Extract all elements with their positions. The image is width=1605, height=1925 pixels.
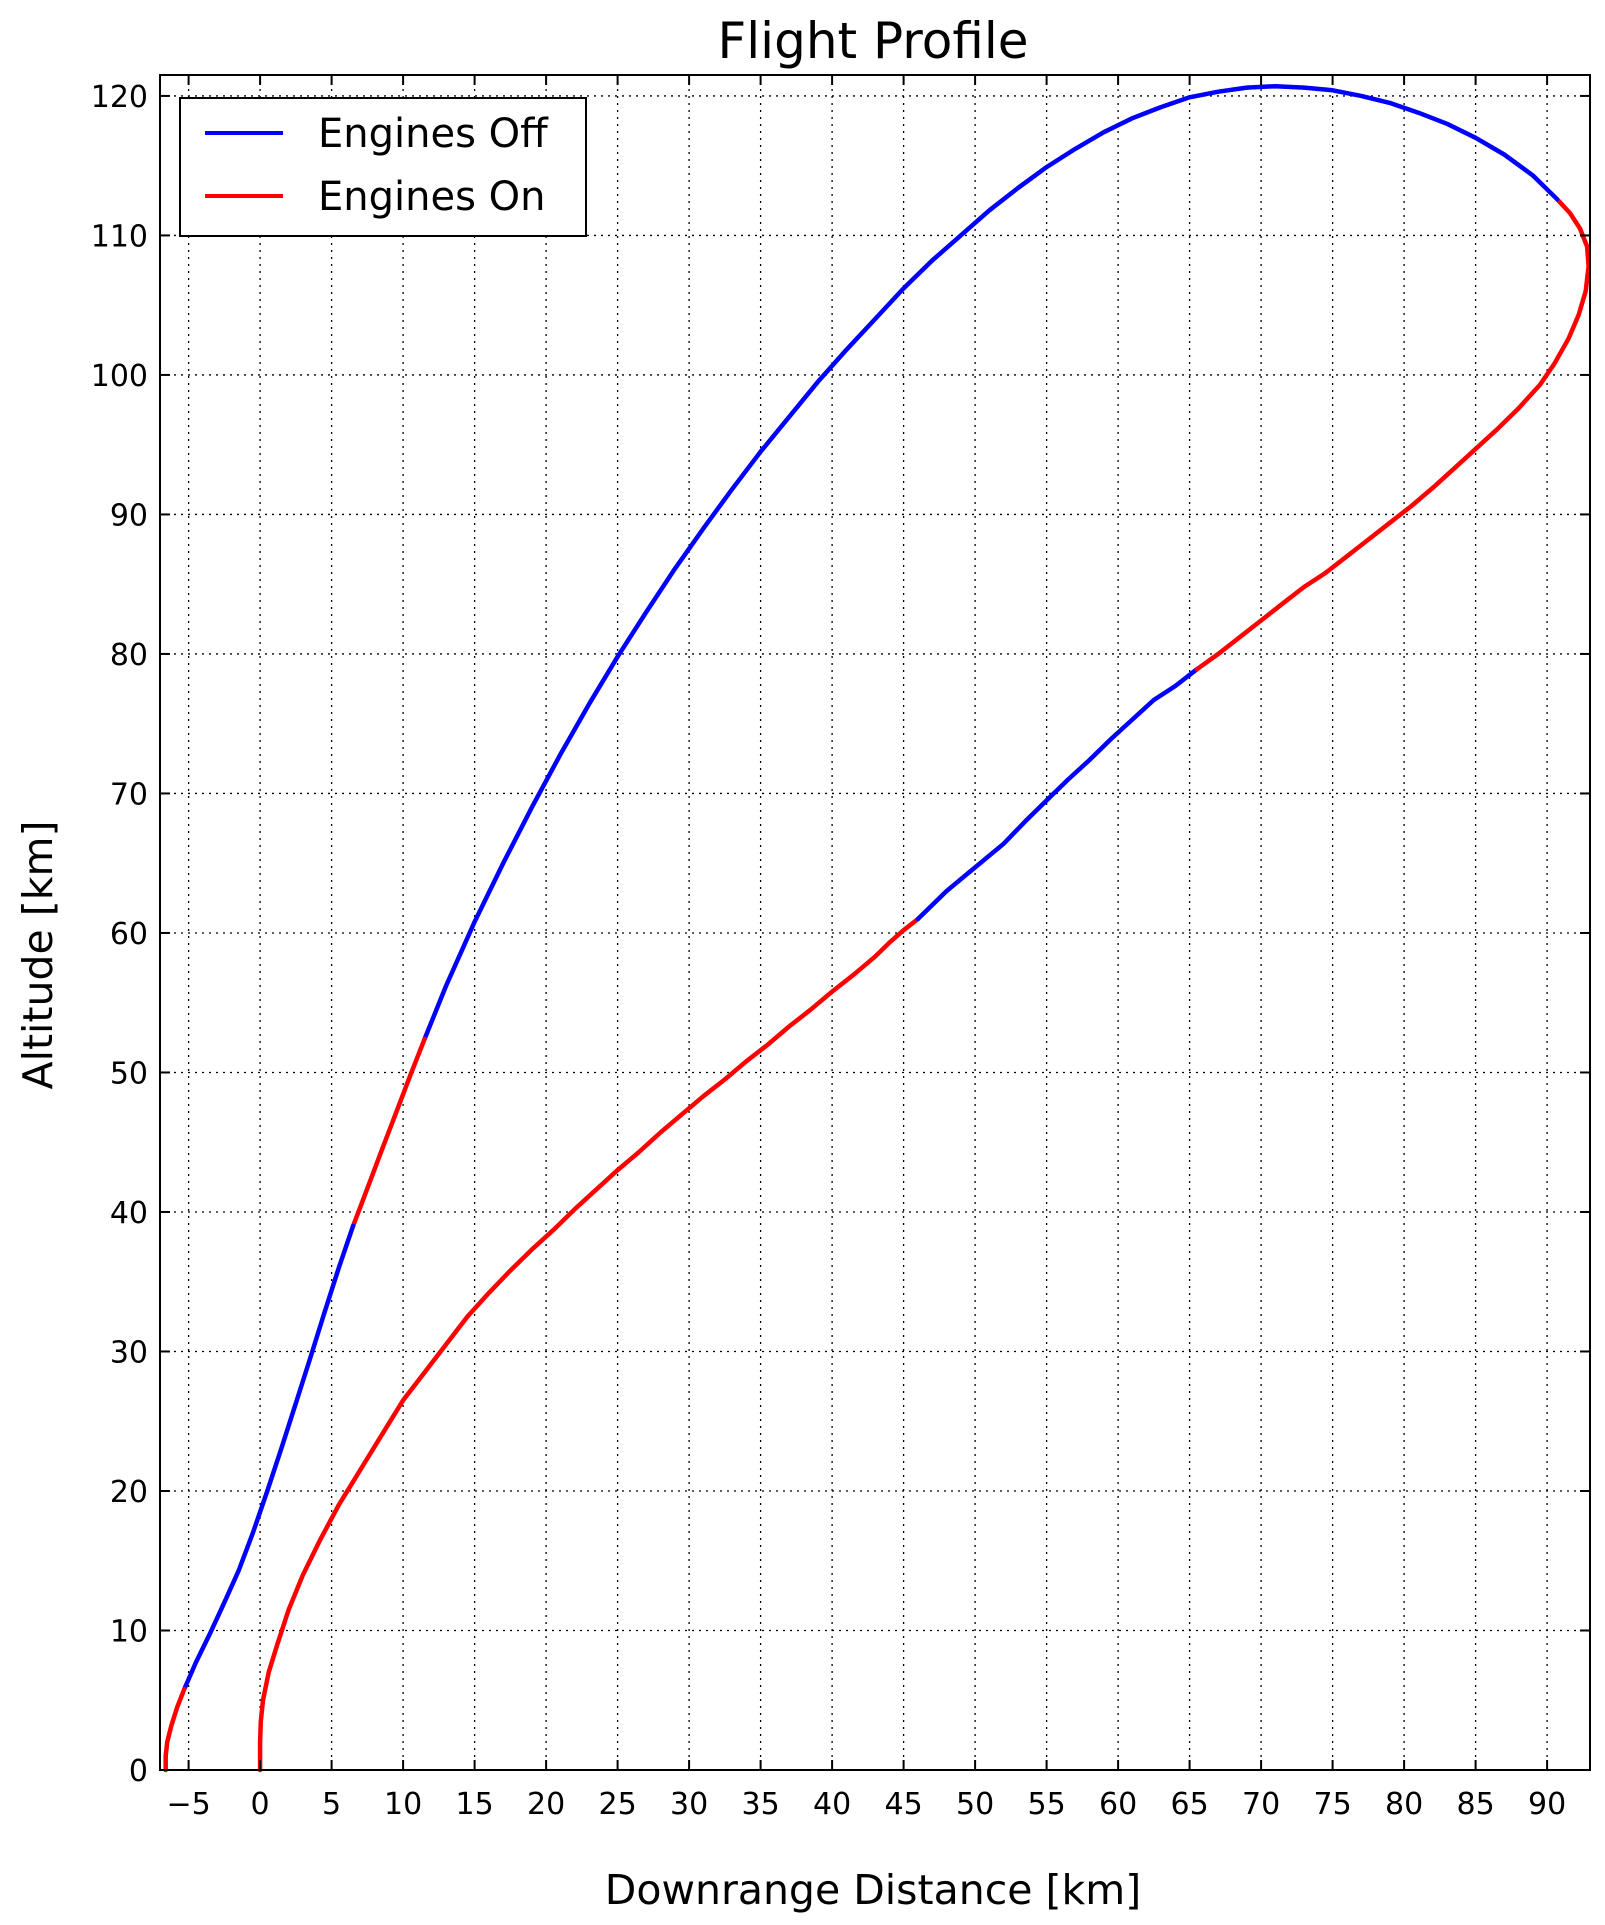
x-tick-label: 0 [251, 1787, 270, 1822]
x-tick-label: 5 [322, 1787, 341, 1822]
legend-box [179, 97, 587, 237]
x-tick-label: 10 [384, 1787, 422, 1822]
x-tick-label: 30 [670, 1787, 708, 1822]
axis-ticks: −5 0 5 10 15 20 25 30 35 40 45 50 55 60 65 70 75 80 85 90 0 1… [91, 75, 1590, 1822]
y-tick-label: 120 [91, 80, 148, 115]
legend-label-engines-on: Engines On [318, 174, 545, 220]
y-tick-label: 0 [129, 1754, 148, 1789]
engines-off-segment [182, 1223, 356, 1692]
x-tick-label: 55 [1028, 1787, 1066, 1822]
y-tick-label: 50 [110, 1056, 148, 1091]
x-tick-label: 65 [1171, 1787, 1209, 1822]
engines-on-segment [1194, 196, 1591, 672]
x-tick-label: 75 [1314, 1787, 1352, 1822]
x-tick-label: 25 [599, 1787, 637, 1822]
y-tick-label: 90 [110, 498, 148, 533]
engines-on-segment [350, 1036, 427, 1229]
engines-on-segment [163, 1686, 187, 1773]
engines-on-segment [257, 916, 921, 1773]
x-tick-label: −5 [166, 1787, 210, 1822]
legend-label-engines-off: Engines Off [318, 111, 549, 157]
y-tick-label: 20 [110, 1475, 148, 1510]
legend: Engines Off Engines On [179, 97, 587, 237]
y-tick-label: 30 [110, 1335, 148, 1370]
plot-frame [159, 74, 1591, 1771]
grid-lines [160, 75, 1590, 1771]
y-tick-label: 10 [110, 1614, 148, 1649]
engines-off-segment [422, 83, 1560, 1042]
y-tick-label: 100 [91, 359, 148, 394]
x-tick-label: 90 [1528, 1787, 1566, 1822]
x-tick-label: 35 [742, 1787, 780, 1822]
y-tick-label: 70 [110, 777, 148, 812]
chart-title: Flight Profile [718, 12, 1029, 70]
y-axis-label: Altitude [km] [14, 821, 62, 1090]
y-tick-label: 110 [91, 219, 148, 254]
x-tick-label: 60 [1099, 1787, 1137, 1822]
y-tick-label: 40 [110, 1196, 148, 1231]
x-axis-label: Downrange Distance [km] [605, 1866, 1141, 1914]
x-tick-label: 40 [813, 1787, 851, 1822]
x-tick-label: 80 [1385, 1787, 1423, 1822]
x-tick-label: 50 [956, 1787, 994, 1822]
x-tick-label: 45 [885, 1787, 923, 1822]
x-tick-label: 85 [1457, 1787, 1495, 1822]
x-tick-label: 20 [527, 1787, 565, 1822]
data-lines [163, 83, 1591, 1773]
engines-off-segment [915, 667, 1200, 922]
y-tick-label: 60 [110, 917, 148, 952]
x-tick-label: 15 [456, 1787, 494, 1822]
y-tick-label: 80 [110, 638, 148, 673]
x-tick-label: 70 [1242, 1787, 1280, 1822]
